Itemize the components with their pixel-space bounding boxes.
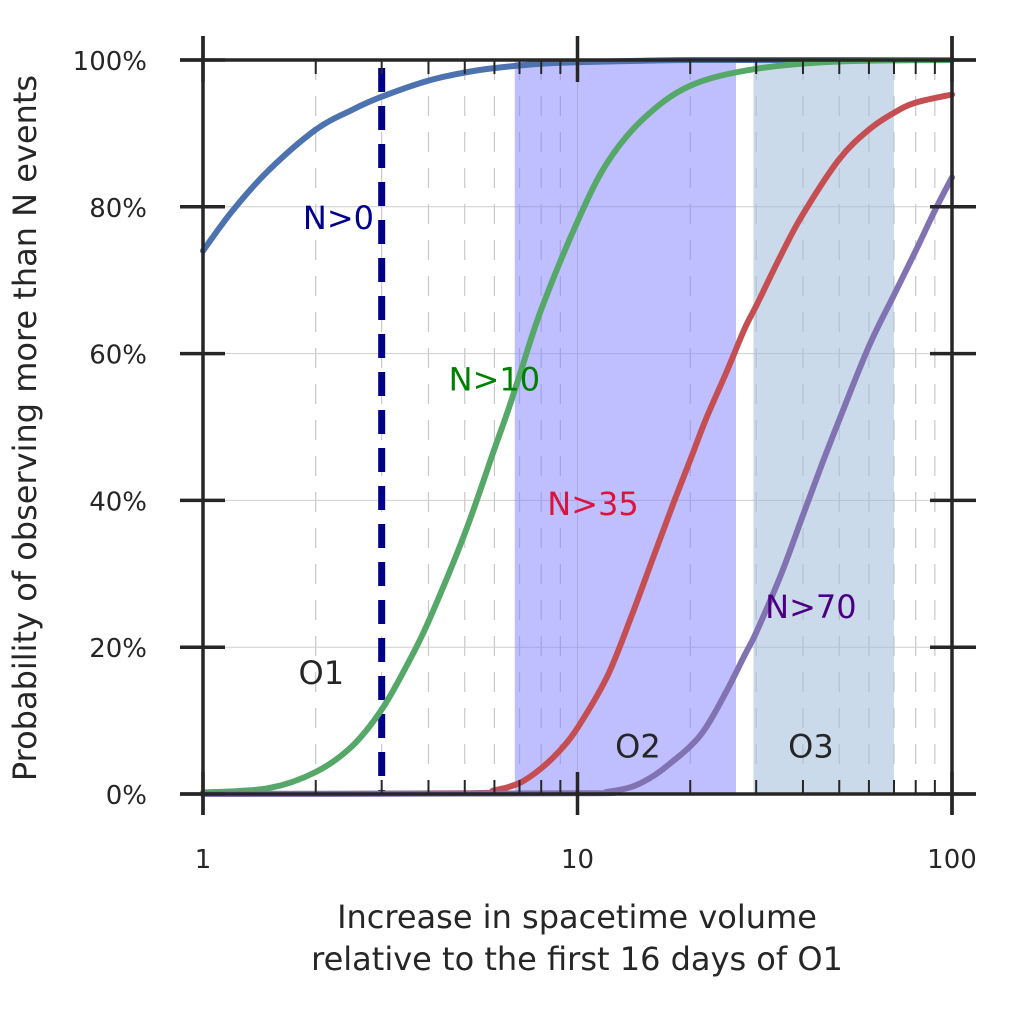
region-annotation: O3 bbox=[788, 727, 834, 765]
x-tick-label: 1 bbox=[195, 845, 212, 875]
shaded-region bbox=[753, 60, 894, 794]
shaded-region bbox=[514, 60, 737, 794]
region-annotation: O2 bbox=[615, 727, 661, 765]
y-tick-label: 100% bbox=[73, 47, 147, 77]
x-tick-label: 10 bbox=[561, 845, 594, 875]
y-tick-label: 80% bbox=[89, 194, 147, 224]
series-label: N>0 bbox=[303, 199, 374, 237]
series-label: N>70 bbox=[765, 588, 856, 626]
region-annotation: O1 bbox=[299, 654, 345, 692]
x-tick-label: 100 bbox=[927, 845, 977, 875]
observing-run-regions bbox=[514, 60, 894, 794]
series-line-N10 bbox=[200, 57, 955, 796]
y-axis-title: Probability of observing more than N eve… bbox=[6, 75, 44, 781]
y-tick-label: 60% bbox=[89, 341, 147, 371]
y-tick-label: 20% bbox=[89, 634, 147, 664]
y-tick-label: 0% bbox=[106, 781, 147, 811]
x-axis-title-line1: Increase in spacetime volume bbox=[337, 898, 817, 936]
series-line-N70 bbox=[200, 174, 955, 797]
labels: 1 10 100 0% 20% 40% 60% 80% 100% N>0 N>10 N>35 N>70 O… bbox=[73, 47, 977, 875]
series-label: N>35 bbox=[547, 485, 638, 523]
y-tick-label: 40% bbox=[89, 487, 147, 517]
series-line-N35 bbox=[200, 91, 955, 797]
ticks bbox=[180, 36, 976, 815]
x-axis-title-line2: relative to the first 16 days of O1 bbox=[311, 940, 843, 978]
series-label: N>10 bbox=[449, 360, 540, 398]
